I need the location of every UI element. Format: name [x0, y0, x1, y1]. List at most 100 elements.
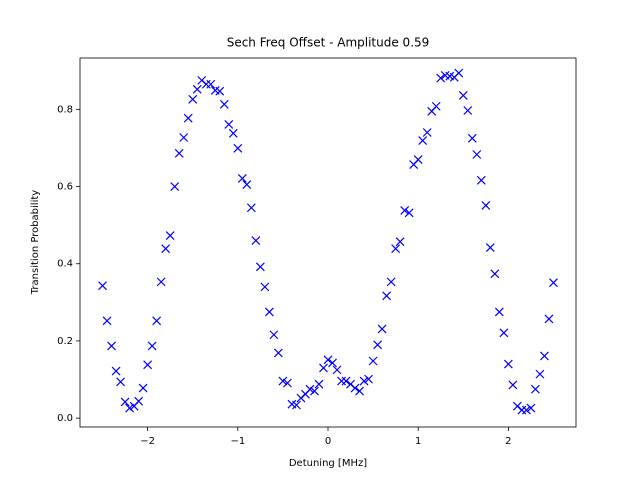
marker [111, 366, 121, 376]
marker [386, 277, 396, 287]
marker [138, 383, 148, 393]
marker [422, 128, 432, 137]
marker [319, 363, 328, 373]
marker [485, 243, 495, 252]
marker [328, 358, 337, 368]
marker [540, 351, 549, 361]
marker [165, 231, 175, 240]
marker [377, 324, 387, 334]
marker [332, 365, 342, 375]
marker [152, 316, 162, 326]
marker [490, 269, 500, 279]
y-tick-label: 0.0 [57, 413, 73, 424]
marker [179, 133, 189, 142]
marker [476, 175, 486, 185]
marker [170, 182, 180, 191]
marker [467, 133, 477, 143]
y-tick-label: 0.2 [57, 336, 73, 347]
plot-frame [79, 57, 577, 428]
marker [228, 128, 238, 138]
y-tick-label: 0.8 [57, 104, 73, 115]
marker [359, 376, 369, 386]
chart-title: Sech Freq Offset - Amplitude 0.59 [227, 36, 430, 50]
marker [368, 356, 378, 366]
marker [174, 148, 184, 158]
marker [382, 291, 392, 301]
marker [282, 378, 292, 388]
marker [260, 282, 270, 292]
marker [161, 244, 171, 254]
marker [237, 174, 247, 183]
marker [400, 206, 410, 215]
marker [418, 136, 428, 146]
marker [219, 99, 229, 109]
marker [508, 380, 518, 390]
marker [404, 208, 414, 218]
y-axis-label: Transition Probability [30, 190, 41, 295]
marker [251, 236, 261, 245]
marker [431, 101, 441, 111]
marker [156, 277, 166, 287]
marker [246, 203, 256, 213]
x-tick-label: −2 [140, 436, 155, 447]
marker [530, 384, 540, 394]
marker [323, 355, 333, 365]
marker [215, 86, 225, 96]
x-tick-label: 2 [505, 436, 511, 447]
marker [192, 84, 202, 94]
marker [463, 106, 473, 115]
marker [264, 307, 274, 317]
marker [454, 68, 464, 78]
marker [521, 405, 531, 415]
marker [314, 379, 324, 389]
marker [373, 340, 383, 350]
marker [292, 400, 301, 410]
marker [224, 119, 234, 129]
x-tick-label: 0 [325, 436, 331, 447]
marker [458, 91, 468, 100]
y-tick-label: 0.4 [57, 259, 73, 270]
marker [499, 328, 509, 338]
marker [355, 386, 364, 396]
marker [233, 143, 243, 153]
marker [125, 403, 135, 413]
marker [481, 201, 491, 210]
marker [206, 79, 216, 89]
marker [147, 341, 157, 351]
marker [183, 113, 193, 123]
marker [102, 316, 112, 326]
marker [269, 330, 279, 340]
marker [273, 348, 283, 358]
marker [526, 403, 536, 413]
marker [364, 374, 374, 384]
y-tick-label: 0.6 [57, 182, 73, 193]
marker [391, 244, 401, 254]
marker [503, 359, 513, 369]
x-tick-label: −1 [230, 436, 245, 447]
marker [278, 376, 288, 386]
marker [494, 307, 504, 317]
x-tick-label: 1 [415, 436, 421, 447]
marker [413, 155, 423, 164]
marker [350, 383, 360, 393]
marker [98, 281, 107, 291]
marker [143, 360, 153, 370]
marker [107, 341, 116, 351]
marker [535, 369, 545, 379]
marker [188, 94, 198, 104]
marker [120, 397, 130, 407]
x-axis-label: Detuning [MHz] [289, 458, 367, 469]
marker [549, 278, 558, 288]
marker [472, 150, 482, 159]
marker [395, 237, 405, 247]
marker [305, 384, 315, 394]
marker [242, 180, 252, 190]
marker [255, 262, 265, 272]
marker [436, 73, 446, 83]
marker [544, 314, 554, 324]
marker [310, 386, 319, 396]
marker [341, 376, 351, 386]
marker [134, 396, 144, 406]
